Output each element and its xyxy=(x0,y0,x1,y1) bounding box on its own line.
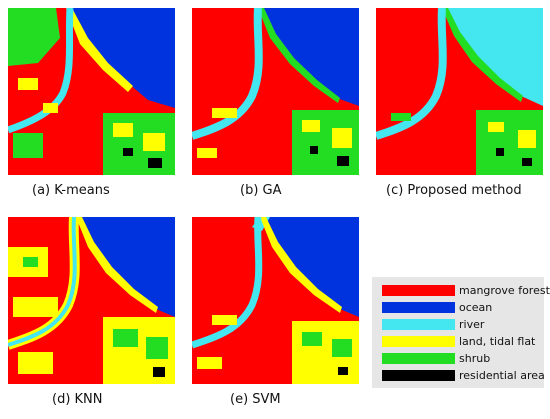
legend-label-residential-area: residential area xyxy=(459,368,545,382)
caption-proposed-method: (c) Proposed method xyxy=(386,183,522,198)
legend-item-land-tidal-flat: land, tidal flat xyxy=(382,334,535,348)
caption-ga: (b) GA xyxy=(240,183,282,198)
legend-label-land-tidal-flat: land, tidal flat xyxy=(459,334,536,348)
legend-item-mangrove-forest: mangrove forest xyxy=(382,283,550,297)
legend-swatch-residential-area xyxy=(382,369,455,381)
legend-item-residential-area: residential area xyxy=(382,368,545,382)
legend-swatch-mangrove-forest xyxy=(382,284,455,296)
caption-knn: (d) KNN xyxy=(52,392,103,407)
legend-swatch-land-tidal-flat xyxy=(382,335,455,347)
legend-swatch-shrub xyxy=(382,352,455,364)
legend-label-mangrove-forest: mangrove forest xyxy=(459,283,550,297)
caption-kmeans: (a) K-means xyxy=(32,183,110,198)
legend-item-shrub: shrub xyxy=(382,351,490,365)
legend-label-shrub: shrub xyxy=(459,351,491,365)
classification-map-knn xyxy=(8,217,175,384)
classification-map-svm xyxy=(192,217,359,384)
legend-swatch-ocean xyxy=(382,301,455,313)
legend-label-ocean: ocean xyxy=(459,300,493,314)
classification-map-proposed xyxy=(376,8,543,175)
classification-map-kmeans xyxy=(8,8,175,175)
legend-item-ocean: ocean xyxy=(382,300,492,314)
caption-svm: (e) SVM xyxy=(230,392,281,407)
legend-swatch-river xyxy=(382,318,455,330)
legend: mangrove forest ocean river land, tidal … xyxy=(372,277,550,388)
legend-item-river: river xyxy=(382,317,484,331)
legend-label-river: river xyxy=(459,317,485,331)
classification-map-ga xyxy=(192,8,359,175)
